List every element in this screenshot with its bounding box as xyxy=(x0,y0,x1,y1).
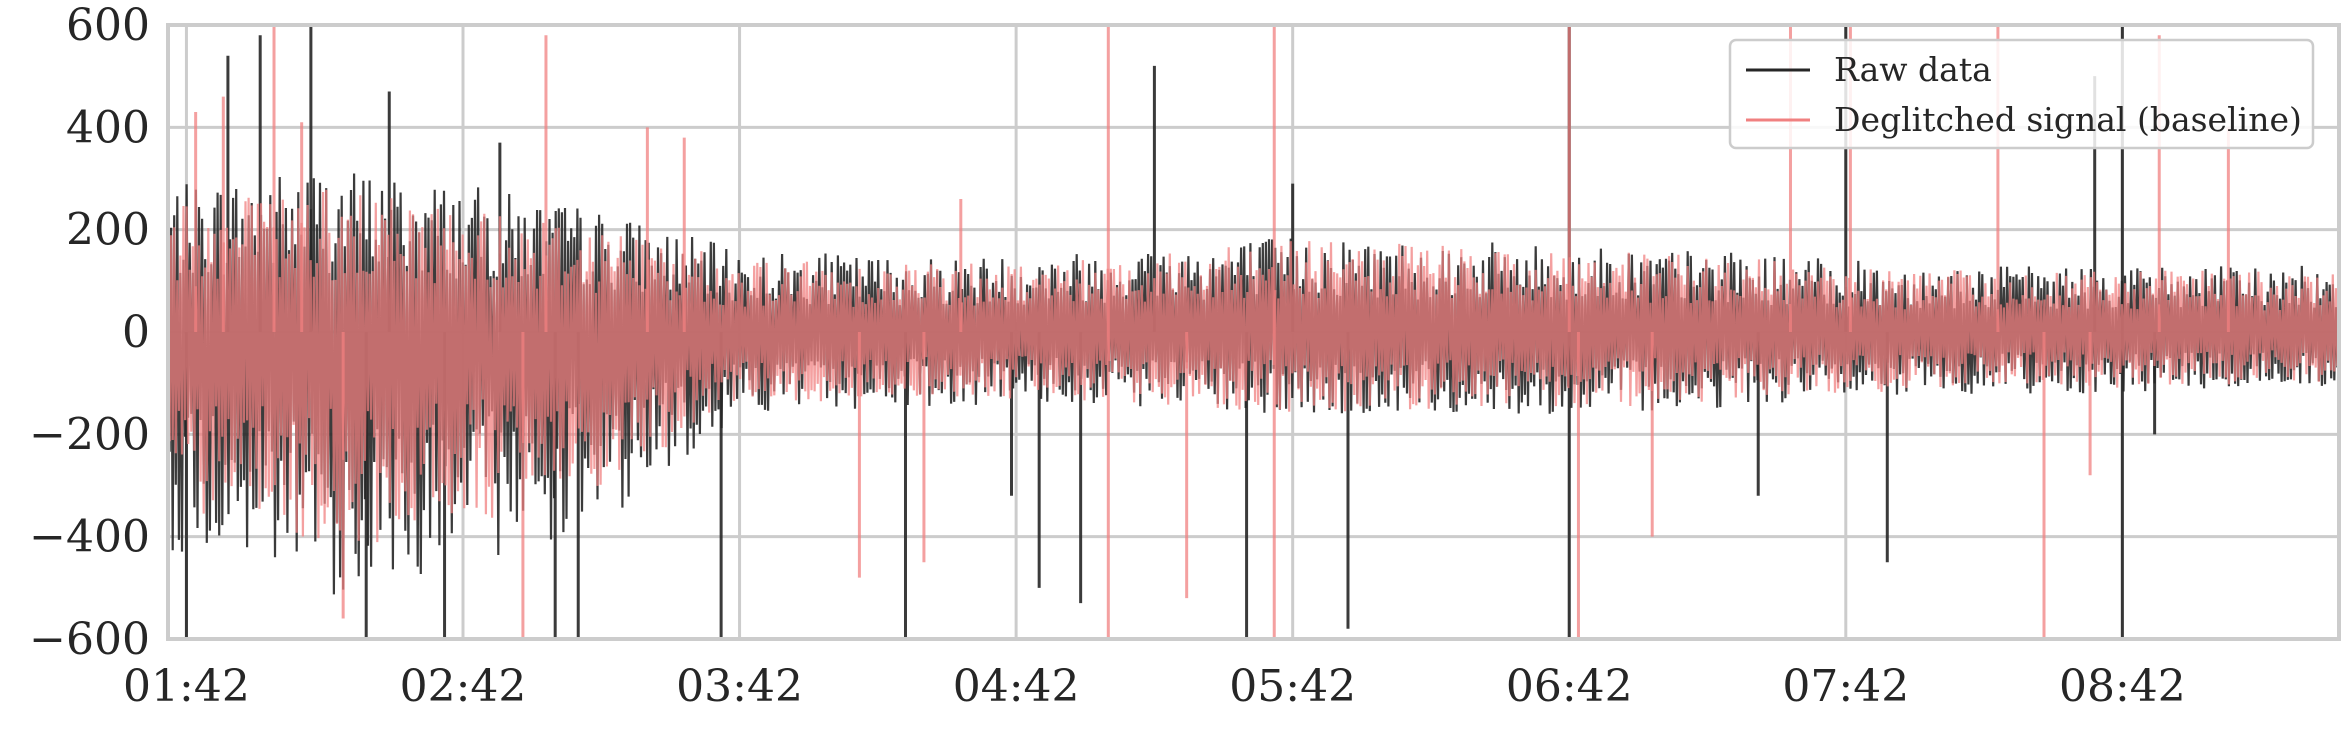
legend: Raw data Deglitched signal (baseline) xyxy=(1728,38,2315,150)
y-tick-label: 0 xyxy=(122,307,150,358)
x-tick-label: 08:42 xyxy=(2059,661,2186,712)
legend-label-raw-data: Raw data xyxy=(1834,50,1992,89)
y-tick-label: −400 xyxy=(29,512,150,563)
x-tick-label: 04:42 xyxy=(953,661,1080,712)
x-tick-label: 03:42 xyxy=(676,661,803,712)
x-tick-label: 05:42 xyxy=(1229,661,1356,712)
legend-box xyxy=(1728,38,2315,150)
x-axis: 01:42 02:42 03:42 04:42 05:42 06:42 07:42 08:42 xyxy=(123,661,2186,712)
series-line-deglitched-signal xyxy=(166,189,2341,543)
y-axis: −600 −400 −200 0 200 400 600 xyxy=(29,0,150,665)
x-tick-label: 01:42 xyxy=(123,661,250,712)
y-tick-label: 600 xyxy=(66,0,150,51)
x-tick-label: 02:42 xyxy=(400,661,527,712)
x-tick-label: 06:42 xyxy=(1506,661,1633,712)
legend-label-deglitched-signal: Deglitched signal (baseline) xyxy=(1834,100,2302,139)
y-tick-label: −600 xyxy=(29,614,150,665)
plot-frame xyxy=(166,23,2341,641)
y-tick-label: 200 xyxy=(66,205,150,256)
y-tick-label: −200 xyxy=(29,409,150,460)
x-tick-label: 07:42 xyxy=(1782,661,1909,712)
plot-area xyxy=(166,25,2341,639)
y-tick-label: 400 xyxy=(66,102,150,153)
